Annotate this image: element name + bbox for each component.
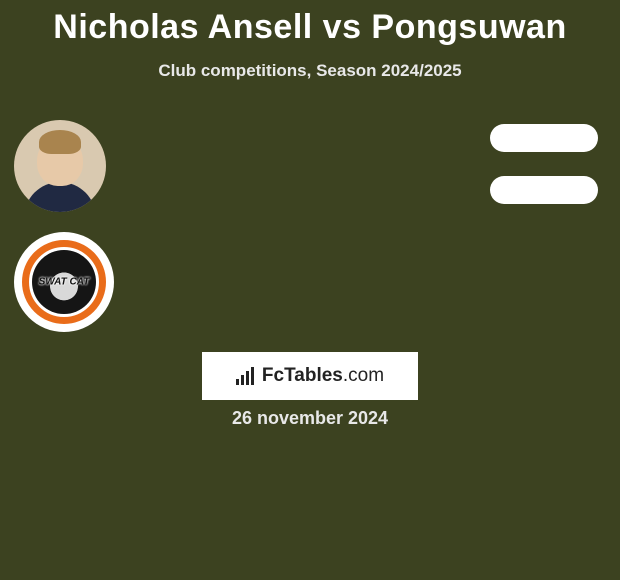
player-2-pill <box>490 176 598 204</box>
player-2-avatar: SWAT CAT <box>14 232 114 332</box>
chart-icon <box>236 367 258 385</box>
player-face-icon <box>37 136 83 186</box>
brand-text: FcTables.com <box>262 365 384 387</box>
brand-box: FcTables.com <box>202 352 418 400</box>
player-hair-icon <box>39 130 81 154</box>
page-title: Nicholas Ansell vs Pongsuwan <box>0 0 620 47</box>
subtitle: Club competitions, Season 2024/2025 <box>0 61 620 81</box>
team-badge-text: SWAT CAT <box>22 277 106 288</box>
player-jersey-icon <box>24 182 96 212</box>
brand-domain: .com <box>343 365 384 386</box>
player-1-pill <box>490 124 598 152</box>
date-text: 26 november 2024 <box>0 408 620 429</box>
brand-name: FcTables <box>262 365 343 386</box>
player-1-avatar <box>14 120 106 212</box>
team-badge-icon: SWAT CAT <box>22 240 106 324</box>
